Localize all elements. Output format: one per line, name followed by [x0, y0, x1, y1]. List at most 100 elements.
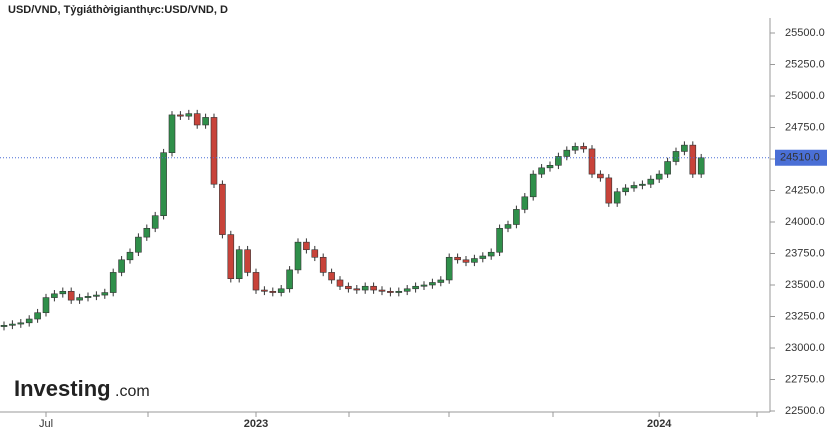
- candle-body: [126, 251, 134, 261]
- watermark-suffix: .com: [115, 383, 150, 400]
- candle-body: [387, 290, 394, 293]
- candle-body: [580, 146, 587, 150]
- candle-body: [244, 249, 251, 273]
- candle-body: [328, 272, 335, 281]
- candle-body: [538, 167, 545, 175]
- candle-body: [647, 178, 655, 185]
- candle-body: [630, 185, 638, 189]
- candle-body: [202, 117, 209, 126]
- candle-body: [403, 288, 411, 292]
- x-tick-label: 2024: [647, 418, 672, 430]
- y-tick-label: 23500.0: [785, 279, 825, 291]
- candle-body: [25, 318, 33, 324]
- candle-body: [664, 161, 671, 175]
- candle-body: [160, 152, 167, 216]
- candle-body: [277, 288, 285, 293]
- candle-body: [101, 292, 109, 296]
- candle-body: [563, 149, 571, 157]
- x-tick-label: Jul: [39, 418, 53, 430]
- candle-body: [143, 228, 151, 238]
- candle-body: [311, 249, 319, 258]
- candle-body: [697, 157, 705, 175]
- candle-body: [487, 251, 495, 257]
- last-price-label: 24510.0: [780, 152, 820, 164]
- y-tick-label: 24000.0: [785, 216, 825, 228]
- candle-body: [235, 249, 243, 280]
- candle-body: [67, 290, 75, 301]
- candle-body: [336, 279, 344, 287]
- candle-body: [588, 148, 596, 175]
- candle-body: [109, 272, 117, 293]
- y-tick-label: 22750.0: [785, 373, 825, 385]
- candle-body: [672, 151, 680, 162]
- y-tick-label: 25250.0: [785, 58, 825, 70]
- candle-body: [353, 288, 361, 291]
- watermark-brand: Investing: [14, 376, 111, 401]
- candle-body: [429, 282, 436, 286]
- candle-body: [210, 117, 218, 185]
- candle-body: [437, 279, 445, 283]
- candle-body: [370, 285, 377, 291]
- candle-body: [261, 289, 268, 292]
- candle-body: [118, 259, 125, 273]
- candle-body: [177, 114, 184, 117]
- candle-body: [34, 312, 41, 320]
- candle-body: [605, 177, 613, 204]
- y-tick-label: 24250.0: [785, 184, 825, 196]
- candle-body: [454, 256, 461, 261]
- candle-body: [513, 209, 520, 225]
- candle-body: [555, 156, 562, 166]
- y-tick-label: 22500.0: [785, 405, 825, 417]
- last-price-box: [775, 149, 827, 166]
- candle-body: [571, 146, 579, 151]
- candle-body: [655, 173, 663, 180]
- candle-body: [219, 183, 226, 235]
- candle-body: [319, 256, 327, 273]
- candle-body: [504, 224, 512, 229]
- candle-body: [84, 296, 92, 298]
- candle-body: [286, 269, 293, 290]
- candle-body: [395, 290, 403, 293]
- candle-body: [597, 173, 604, 179]
- candle-body: [639, 183, 646, 186]
- candle-body: [378, 289, 386, 292]
- candle-body: [445, 256, 453, 281]
- candle-body: [135, 236, 142, 253]
- candle-body: [345, 285, 352, 290]
- candle-body: [9, 323, 16, 326]
- candle-body: [496, 228, 503, 253]
- candle-body: [462, 259, 470, 263]
- candle-body: [269, 290, 277, 293]
- y-tick-label: 25000.0: [785, 90, 825, 102]
- candle-body: [193, 113, 201, 126]
- y-tick-label: 23750.0: [785, 247, 825, 259]
- candle-body: [59, 290, 67, 295]
- chart-title: USD/VND, Tỷgiáthờigianthực:USD/VND, D: [8, 4, 228, 16]
- candle-body: [546, 165, 554, 169]
- y-tick-label: 25500.0: [785, 27, 825, 39]
- candle-body: [51, 293, 58, 298]
- y-tick-label: 23000.0: [785, 342, 825, 354]
- y-tick-label: 23250.0: [785, 310, 825, 322]
- candle-body: [689, 144, 697, 175]
- x-tick-label: 2023: [244, 418, 268, 430]
- candle-body: [303, 241, 310, 251]
- candle-body: [185, 113, 193, 117]
- candle-body: [76, 297, 83, 301]
- candle-body: [361, 285, 369, 291]
- candle-body: [420, 284, 428, 287]
- candle-body: [681, 144, 688, 152]
- candle-body: [168, 114, 176, 154]
- candle-body: [17, 322, 25, 325]
- candle-body: [294, 241, 302, 271]
- candle-body: [613, 191, 621, 204]
- candle-body: [412, 285, 419, 290]
- candle-body: [479, 255, 487, 259]
- candle-body: [42, 297, 50, 314]
- candle-body: [151, 215, 159, 229]
- candle-body: [471, 258, 478, 263]
- candle-body: [521, 196, 529, 210]
- candle-body: [622, 187, 629, 193]
